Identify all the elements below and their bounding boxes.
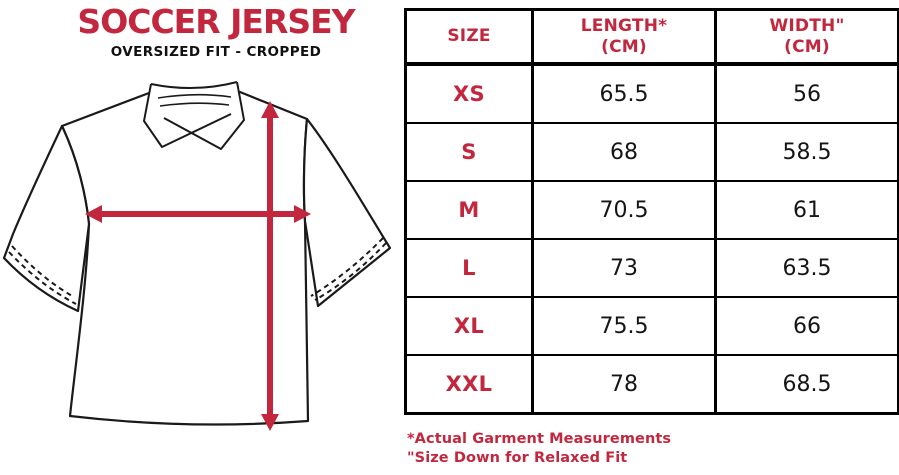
length-cell: 75.5 <box>531 296 717 356</box>
width-cell: 58.5 <box>714 122 899 182</box>
size-cell: XS <box>404 63 534 124</box>
footnote-size-down: "Size Down for Relaxed Fit <box>407 450 628 466</box>
size-cell: L <box>404 238 534 298</box>
length-cell: 73 <box>531 238 717 298</box>
column-header-unit: (CM) <box>601 36 647 57</box>
length-cell: 68 <box>531 122 717 182</box>
table-row-s: S 68 58.5 <box>404 122 899 182</box>
soccer-jersey-outline-icon <box>2 81 392 431</box>
right-cuff-stitching-2 <box>310 237 384 297</box>
size-cell: XL <box>404 296 534 356</box>
table-row-xl: XL 75.5 66 <box>404 296 899 356</box>
left-cuff-stitching <box>8 251 77 305</box>
size-cell: XXL <box>404 354 534 415</box>
width-cell: 66 <box>714 296 899 356</box>
collar-band-line <box>157 93 232 99</box>
width-cell: 63.5 <box>714 238 899 298</box>
jersey-right-sleeve <box>302 117 392 308</box>
column-header-width: WIDTH" (CM) <box>714 8 899 66</box>
jersey-left-sleeve <box>2 124 91 313</box>
right-cuff-stitching <box>314 242 387 301</box>
column-header-label: WIDTH" <box>769 15 845 36</box>
table-row-m: M 70.5 61 <box>404 180 899 240</box>
jersey-collar <box>144 82 244 149</box>
footnotes: *Actual Garment Measurements "Size Down … <box>407 430 671 468</box>
size-table: SIZE LENGTH* (CM) WIDTH" (CM) XS 65.5 56 <box>404 8 899 415</box>
length-cell: 65.5 <box>531 63 717 124</box>
collar-top-edge <box>150 81 238 89</box>
length-cell: 70.5 <box>531 180 717 240</box>
table-row-xxl: XXL 78 68.5 <box>404 354 899 415</box>
size-cell: M <box>404 180 534 240</box>
page-title: SOCCER JERSEY <box>77 2 355 41</box>
table-row-xs: XS 65.5 56 <box>404 63 899 124</box>
length-measure-arrow-icon <box>261 101 279 431</box>
size-cell: S <box>404 122 534 182</box>
table-header-row: SIZE LENGTH* (CM) WIDTH" (CM) <box>404 8 899 66</box>
width-cell: 61 <box>714 180 899 240</box>
collar-left-flap <box>143 83 232 148</box>
collar-fold-line <box>159 102 230 107</box>
column-header-unit: (CM) <box>784 36 830 57</box>
footnote-actual-measurements: *Actual Garment Measurements <box>407 431 672 447</box>
length-cell: 78 <box>531 354 717 415</box>
column-header-size: SIZE <box>404 8 534 66</box>
jersey-diagram <box>0 73 400 435</box>
width-measure-arrow-icon <box>85 205 311 223</box>
table-row-l: L 73 63.5 <box>404 238 899 298</box>
size-table-container: SIZE LENGTH* (CM) WIDTH" (CM) XS 65.5 56 <box>404 8 899 415</box>
header: SOCCER JERSEY OVERSIZED FIT - CROPPED <box>0 0 432 60</box>
column-header-label: LENGTH* <box>580 15 668 36</box>
column-header-label: SIZE <box>447 26 491 46</box>
page-subtitle: OVERSIZED FIT - CROPPED <box>110 44 322 60</box>
column-header-length: LENGTH* (CM) <box>531 8 717 66</box>
left-cuff-stitching-2 <box>11 245 75 298</box>
width-cell: 68.5 <box>714 354 899 415</box>
width-cell: 56 <box>714 63 899 124</box>
